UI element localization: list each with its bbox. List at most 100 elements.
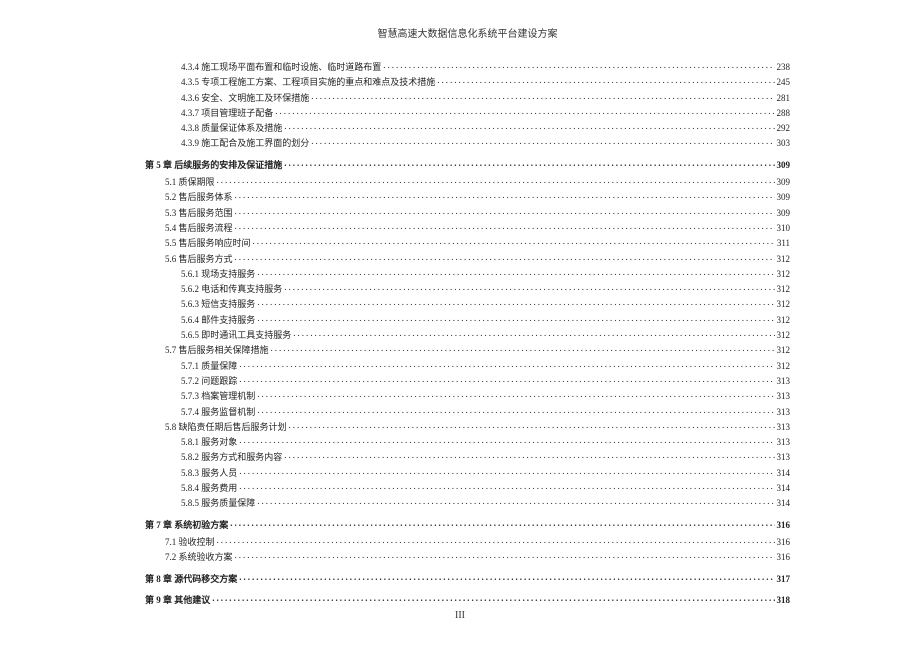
document-page: 智慧高速大数据信息化系统平台建设方案 4.3.4 施工现场平面布置和临时设施、临… [0, 0, 920, 651]
toc-entry-page: 288 [777, 106, 791, 121]
toc-entry-page: 312 [777, 343, 791, 358]
toc-leader [284, 159, 774, 168]
toc-leader [235, 191, 775, 200]
toc-entry: 5.6.3 短信支持服务312 [145, 297, 790, 312]
toc-entry-page: 316 [777, 535, 791, 550]
toc-entry-page: 303 [777, 136, 791, 151]
toc-leader [239, 375, 774, 384]
toc-leader [383, 61, 774, 70]
toc-leader [235, 551, 775, 560]
toc-entry-page: 312 [777, 359, 791, 374]
toc-leader [239, 436, 774, 445]
toc-entry: 5.6.2 电话和传真支持服务312 [145, 282, 790, 297]
toc-entry-page: 312 [777, 313, 791, 328]
toc-leader [437, 76, 774, 85]
toc-entry: 第 5 章 后续服务的安排及保证措施309 [145, 158, 790, 173]
toc-leader [311, 137, 774, 146]
toc-entry: 5.6.4 邮件支持服务 312 [145, 313, 790, 328]
toc-entry-page: 313 [777, 374, 791, 389]
toc-entry: 5.7.3 档案管理机制 313 [145, 389, 790, 404]
toc-leader [311, 92, 774, 101]
toc-leader [257, 314, 774, 323]
toc-entry: 第 7 章 系统初验方案316 [145, 518, 790, 533]
toc-entry: 4.3.8 质量保证体系及措施 292 [145, 121, 790, 136]
toc-entry-label: 5.4 售后服务流程 [165, 221, 233, 236]
toc-entry: 5.8 缺陷责任期后售后服务计划 313 [145, 420, 790, 435]
toc-entry: 5.6 售后服务方式 312 [145, 252, 790, 267]
document-header-title: 智慧高速大数据信息化系统平台建设方案 [145, 25, 790, 40]
toc-entry-label: 5.6 售后服务方式 [165, 252, 233, 267]
toc-leader [235, 222, 775, 231]
toc-entry: 5.8.3 服务人员314 [145, 466, 790, 481]
toc-leader [284, 283, 774, 292]
toc-leader [284, 451, 774, 460]
toc-entry-page: 312 [777, 282, 791, 297]
toc-entry-label: 5.6.1 现场支持服务 [181, 267, 255, 282]
toc-entry: 7.1 验收控制 316 [145, 535, 790, 550]
toc-entry: 4.3.5 专项工程施工方案、工程项目实施的重点和难点及技术措施 245 [145, 75, 790, 90]
toc-entry-page: 313 [777, 420, 791, 435]
toc-entry-page: 309 [777, 190, 791, 205]
toc-entry: 5.7.4 服务监督机制 313 [145, 405, 790, 420]
toc-leader [235, 207, 775, 216]
toc-entry-page: 312 [777, 252, 791, 267]
toc-leader [284, 122, 774, 131]
table-of-contents: 4.3.4 施工现场平面布置和临时设施、临时道路布置2384.3.5 专项工程施… [145, 60, 790, 608]
toc-entry-page: 314 [777, 481, 791, 496]
toc-entry-label: 5.6.4 邮件支持服务 [181, 313, 255, 328]
toc-entry-label: 5.8 缺陷责任期后售后服务计划 [165, 420, 287, 435]
toc-entry-label: 第 8 章 源代码移交方案 [145, 572, 237, 587]
toc-entry-label: 5.8.1 服务对象 [181, 435, 237, 450]
toc-entry-label: 第 9 章 其他建议 [145, 593, 210, 608]
toc-entry-page: 313 [777, 389, 791, 404]
toc-entry: 5.5 售后服务响应时间311 [145, 236, 790, 251]
toc-entry-page: 318 [777, 593, 791, 608]
toc-leader [235, 253, 775, 262]
toc-leader [239, 482, 774, 491]
toc-leader [289, 421, 775, 430]
toc-leader [217, 536, 775, 545]
toc-entry: 5.8.2 服务方式和服务内容 313 [145, 450, 790, 465]
toc-entry-label: 4.3.8 质量保证体系及措施 [181, 121, 282, 136]
toc-entry: 5.8.4 服务费用314 [145, 481, 790, 496]
toc-entry: 5.7 售后服务相关保障措施312 [145, 343, 790, 358]
toc-entry: 5.4 售后服务流程310 [145, 221, 790, 236]
toc-leader [239, 360, 774, 369]
toc-leader [271, 344, 775, 353]
toc-entry: 5.8.1 服务对象313 [145, 435, 790, 450]
toc-leader [257, 268, 774, 277]
toc-entry-page: 281 [777, 91, 791, 106]
toc-leader [257, 390, 774, 399]
toc-entry-page: 313 [777, 405, 791, 420]
toc-entry: 4.3.4 施工现场平面布置和临时设施、临时道路布置238 [145, 60, 790, 75]
toc-entry-label: 5.5 售后服务响应时间 [165, 236, 251, 251]
toc-leader [239, 467, 774, 476]
toc-entry-label: 5.7.3 档案管理机制 [181, 389, 255, 404]
toc-entry-page: 309 [777, 158, 791, 173]
toc-entry-page: 292 [777, 121, 791, 136]
toc-entry: 4.3.9 施工配合及施工界面的划分303 [145, 136, 790, 151]
toc-entry: 5.7.1 质量保障312 [145, 359, 790, 374]
toc-entry-label: 4.3.5 专项工程施工方案、工程项目实施的重点和难点及技术措施 [181, 75, 435, 90]
toc-leader [230, 519, 774, 528]
toc-leader [257, 497, 774, 506]
toc-entry-label: 7.1 验收控制 [165, 535, 215, 550]
toc-entry-page: 313 [777, 450, 791, 465]
toc-entry: 第 8 章 源代码移交方案317 [145, 572, 790, 587]
toc-entry-label: 5.8.2 服务方式和服务内容 [181, 450, 282, 465]
toc-entry-page: 314 [777, 466, 791, 481]
toc-leader [293, 329, 774, 338]
toc-entry-page: 316 [777, 518, 791, 533]
toc-leader [257, 298, 774, 307]
toc-entry-page: 245 [777, 75, 791, 90]
toc-entry-label: 5.7.2 问题跟踪 [181, 374, 237, 389]
toc-entry: 5.1 质保期限309 [145, 175, 790, 190]
toc-entry: 7.2 系统验收方案316 [145, 550, 790, 565]
toc-entry-page: 309 [777, 175, 791, 190]
toc-entry-page: 312 [777, 297, 791, 312]
toc-entry: 5.6.5 即时通讯工具支持服务312 [145, 328, 790, 343]
toc-leader [253, 237, 775, 246]
toc-entry-label: 5.7.4 服务监督机制 [181, 405, 255, 420]
toc-entry-label: 7.2 系统验收方案 [165, 550, 233, 565]
toc-entry-label: 4.3.6 安全、文明施工及环保措施 [181, 91, 309, 106]
